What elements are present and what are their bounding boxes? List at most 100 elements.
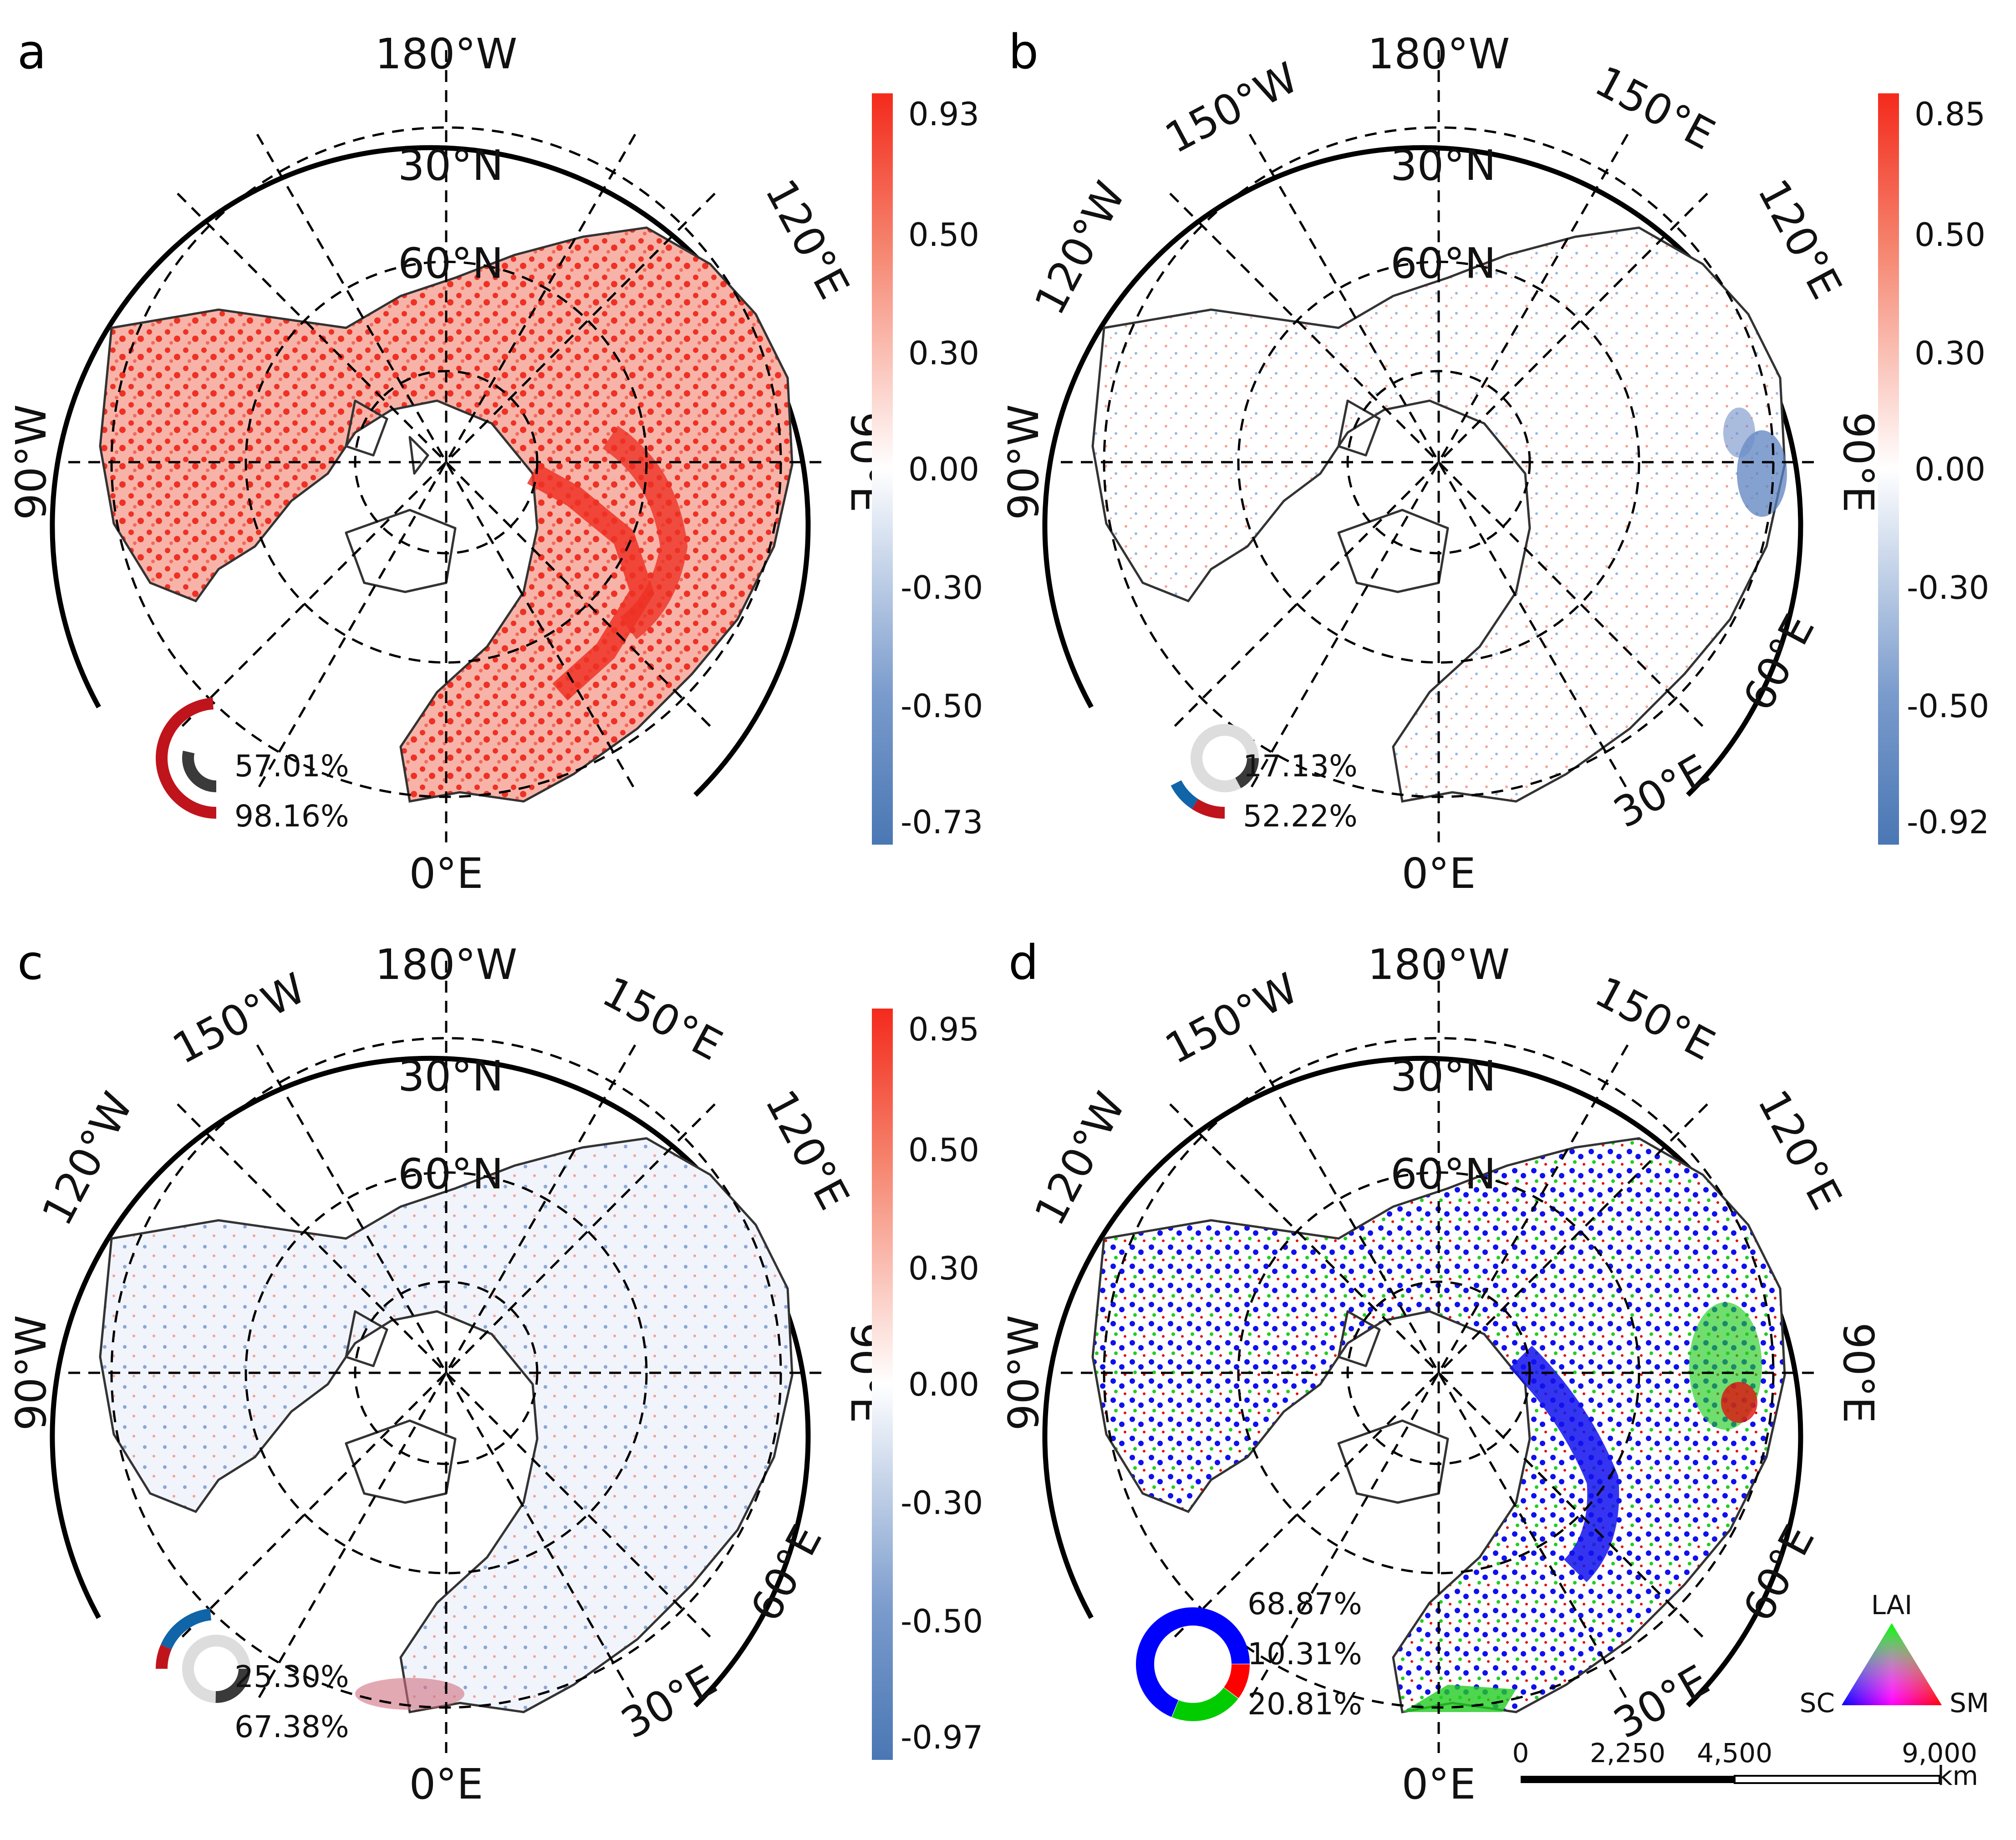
panel-a-islands (345, 399, 429, 475)
panel-c-lbl-180w: 180°W (375, 940, 518, 989)
panel-d-lbl-180w: 180°W (1368, 940, 1510, 989)
panel-b-colorbar-ticks: 0.85 0.50 0.30 0.00 -0.30 -0.50 -0.92 (1907, 96, 1989, 841)
panel-d-donut-green-arc (1172, 1687, 1238, 1721)
panel-d-lbl-60e: 60°E (1734, 1517, 1824, 1629)
panel-c-label: c (17, 935, 43, 990)
panel-d-scale-tick-2: 4,500 (1697, 1738, 1772, 1769)
panel-b-neg-hotspot (1737, 430, 1787, 517)
panel-a-tick-3: 0.00 (908, 451, 979, 488)
panel-d-donut-red-arc (1223, 1664, 1250, 1698)
panel-b-donut-positive-arc (1191, 799, 1225, 819)
panel-d-green-south (1402, 1685, 1516, 1712)
panel-c-lbl-150w: 150°W (165, 964, 313, 1074)
panel-c-pct-bottom: 67.38% (234, 1709, 349, 1744)
panel-d-triangle-overlay (1842, 1623, 1942, 1705)
panel-d-scale-segment-white (1734, 1775, 1940, 1784)
panel-d-lbl-150w: 150°W (1157, 964, 1306, 1074)
panel-a-pct-top: 57.01% (234, 749, 349, 784)
panel-b-lbl-60n: 60°N (1390, 239, 1496, 288)
panel-c-lbl-30n: 30°N (398, 1052, 504, 1101)
panel-d-tri-left: SC (1800, 1687, 1835, 1718)
panel-a-tick-0: 0.93 (908, 96, 979, 133)
panel-b-tick-3: 0.00 (1914, 451, 1985, 488)
panel-a-meridian-30 (256, 133, 636, 791)
panel-c-donut-positive-arc (155, 1645, 172, 1669)
panel-c-lbl-90w: 90°W (7, 1315, 56, 1431)
panel-d-lbl-90e: 90°E (1834, 1322, 1883, 1423)
panel-d-lbl-60n: 60°N (1390, 1150, 1496, 1198)
panel-b-lbl-120e: 120°E (1748, 172, 1851, 307)
panel-c-meridian-150 (256, 1044, 636, 1702)
panel-b-land (1091, 226, 1786, 803)
panel-b-tick-4: -0.30 (1907, 569, 1989, 607)
panel-a-parallel-60 (244, 260, 648, 664)
panel-b-lbl-60e: 60°E (1734, 607, 1824, 719)
panel-a-donut-positive-arc (156, 698, 217, 819)
panel-d-lbl-90w: 90°W (999, 1315, 1048, 1431)
panel-a-lbl-60n: 60°N (398, 239, 504, 288)
panel-c-land (99, 1137, 794, 1713)
panel-c-tick-0: 0.95 (908, 1011, 979, 1048)
panel-b: b 180°W 150°W 150°E 30°N 60°N 120°W 120°… (999, 24, 1989, 898)
panel-d-lbl-30n: 30°N (1390, 1052, 1496, 1101)
panel-c-lbl-150e: 150°E (595, 967, 730, 1070)
panel-c-colorbar (872, 1009, 893, 1760)
panel-d-greenland (1337, 1419, 1449, 1504)
panel-d-scalebar: 0 2,250 4,500 9,000 km (1512, 1738, 1979, 1791)
panel-d-pct-green: 20.81% (1247, 1687, 1362, 1722)
panel-a-tick-4: -0.30 (901, 569, 983, 607)
panel-c-lbl-0e: 0°E (409, 1760, 484, 1809)
panel-d-parallel-75 (1346, 1280, 1531, 1465)
panel-c-tick-2: 0.30 (908, 1250, 979, 1287)
panel-d-meridian-30 (1248, 1044, 1629, 1702)
panel-c-lbl-60e: 60°E (741, 1517, 831, 1629)
panel-d-outer-ring (1042, 1055, 1803, 1707)
panel-b-lbl-180w: 180°W (1368, 30, 1510, 78)
panel-d-blue-belt (1509, 1346, 1619, 1582)
panel-b-outer-ring (1042, 145, 1803, 797)
panel-d-parallel-60 (1237, 1171, 1640, 1575)
panel-d-scale-unit: km (1937, 1760, 1978, 1791)
panel-d-tri-right: SM (1950, 1687, 1989, 1718)
panel-c-parallel-75 (354, 1280, 539, 1465)
panel-b-neg-hotspot-2 (1723, 408, 1755, 458)
panel-c-tick-3: 0.00 (908, 1366, 979, 1403)
panel-a-colorbar-ticks: 0.93 0.50 0.30 0.00 -0.30 -0.50 -0.73 (901, 96, 983, 841)
panel-d-parallel-30 (1103, 1037, 1775, 1709)
panel-d-meridian-diag2 (1169, 1103, 1708, 1642)
panel-a-parallel-30 (110, 126, 782, 798)
panel-c-tick-5: -0.50 (901, 1603, 983, 1640)
panel-c-meridian-diag2 (177, 1103, 716, 1642)
panel-b-lbl-30n: 30°N (1390, 141, 1496, 190)
panel-b-meridian-diag2 (1169, 193, 1708, 732)
panel-c-lbl-30e: 30°E (613, 1656, 725, 1748)
panel-a: a 180°W 30°N 60°N 120°E 90°W 90°E 0°E 0.… (7, 24, 983, 898)
panel-b-greenland (1337, 509, 1449, 593)
panel-b-tick-5: -0.50 (1907, 688, 1989, 725)
panel-b-lbl-90e: 90°E (1834, 412, 1883, 512)
panel-d-red-zone (1721, 1382, 1757, 1423)
panel-b-meridian-150 (1248, 133, 1629, 791)
panel-b-tick-0: 0.85 (1914, 96, 1985, 133)
panel-b-label: b (1008, 24, 1039, 80)
panel-a-meridian-diag1 (177, 193, 716, 732)
panel-c-colorbar-ticks: 0.95 0.50 0.30 0.00 -0.30 -0.50 -0.97 (901, 1011, 983, 1756)
panel-a-meridian-150 (256, 133, 636, 791)
panel-a-meridian-diag2 (177, 193, 716, 732)
panel-b-lbl-150w: 150°W (1157, 53, 1306, 163)
panel-a-label: a (17, 24, 46, 80)
panel-b-lbl-30e: 30°E (1606, 745, 1717, 837)
panel-b-colorbar (1878, 93, 1899, 845)
panel-b-tick-2: 0.30 (1914, 335, 1985, 372)
panel-d-lbl-30e: 30°E (1606, 1656, 1717, 1748)
panel-a-tick-1: 0.50 (908, 216, 979, 254)
panel-b-tick-1: 0.50 (1914, 216, 1985, 254)
panel-c-lbl-120e: 120°E (756, 1082, 859, 1218)
panel-d-lbl-120e: 120°E (1748, 1082, 1851, 1218)
panel-c-tick-4: -0.30 (901, 1484, 983, 1522)
panel-a-hotspot (527, 464, 655, 701)
panel-a-lbl-120e: 120°E (756, 172, 859, 307)
panel-c-outer-ring (50, 1055, 811, 1707)
panel-a-tick-2: 0.30 (908, 335, 979, 372)
